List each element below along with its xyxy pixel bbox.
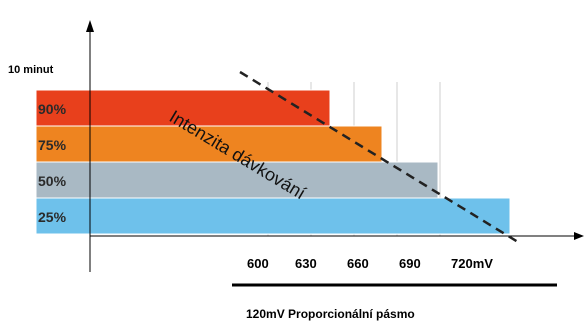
intensity-bars: 90% 75% 50% 25%	[35, 89, 511, 235]
x-tick-labels: 600 630 660 690 720mV	[247, 256, 493, 271]
bar-50pct	[35, 161, 439, 199]
bar-label: 75%	[38, 137, 67, 153]
bar-label: 50%	[38, 173, 67, 189]
bar-25pct	[35, 197, 511, 235]
x-tick-label: 690	[399, 256, 421, 271]
x-tick-label: 630	[295, 256, 317, 271]
y-axis-label: 10 minut	[8, 64, 54, 76]
x-tick-label: 600	[247, 256, 269, 271]
x-tick-label: 660	[347, 256, 369, 271]
y-axis-arrow-icon	[86, 20, 94, 32]
x-axis-arrow-icon	[574, 232, 584, 240]
x-tick-label: 720mV	[451, 256, 493, 271]
proportional-band-label: 120mV Proporcionální pásmo	[246, 307, 415, 321]
intensity-line	[239, 70, 519, 244]
bar-label: 90%	[38, 101, 67, 117]
bar-label: 25%	[38, 209, 67, 225]
